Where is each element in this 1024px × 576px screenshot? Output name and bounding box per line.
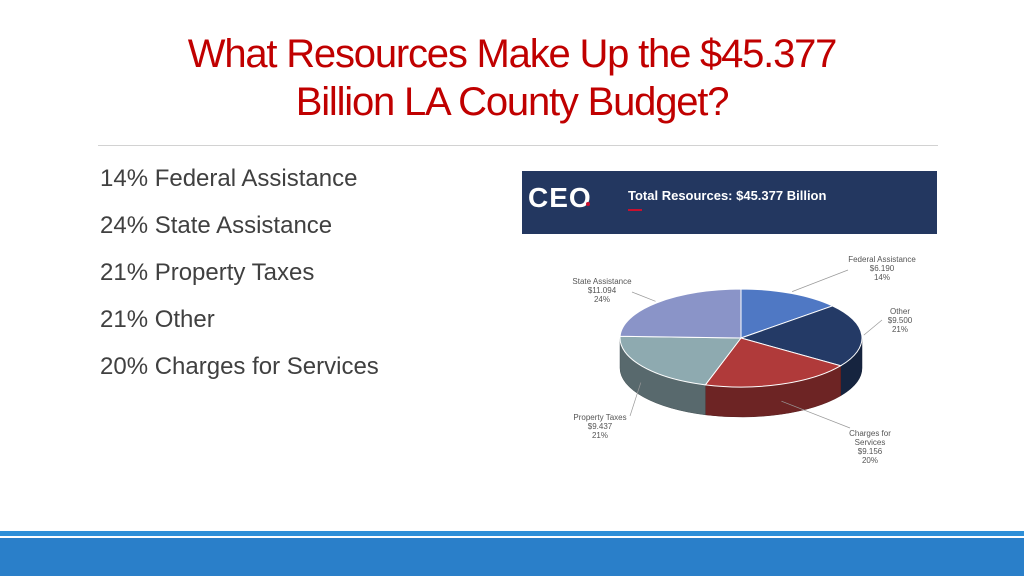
budget-pie-chart: Federal Assistance $6.190 14% Other $9.500 21… [572, 255, 916, 465]
pie-slice-charges-for-services [704, 337, 843, 388]
bullet-item: 20% Charges for Services [100, 353, 379, 380]
footer-stripe [0, 531, 1024, 536]
bullet-item: 21% Property Taxes [100, 259, 315, 286]
bullet-list: 14% Federal Assistance 24% State Assista… [100, 155, 379, 390]
leader-line [629, 382, 642, 417]
slide-title: What Resources Make Up the $45.377 Billi… [100, 30, 924, 126]
title-divider [98, 145, 938, 146]
data-label-charges-for-services: Charges for Services $9.156 20% [849, 429, 891, 465]
data-label-federal-assistance: Federal Assistance $6.190 14% [848, 255, 916, 282]
footer-bar [0, 538, 1024, 576]
slide-title-line-2: Billion LA County Budget? [295, 80, 730, 124]
bullet-item: 24% State Assistance [100, 212, 333, 239]
ceo-logo: CEO [528, 182, 592, 213]
leader-line [631, 291, 656, 302]
pie-slice-state-assistance [619, 288, 742, 339]
bullet-item: 14% Federal Assistance [100, 165, 358, 192]
slide-title-line-1: What Resources Make Up the $45.377 [187, 32, 838, 76]
bullet-item: 21% Other [100, 306, 215, 333]
ceo-logo-dot [586, 202, 590, 206]
data-label-state-assistance: State Assistance $11.094 24% [572, 277, 632, 304]
leader-line [863, 319, 883, 336]
ceo-banner: CEO Total Resources: $45.377 Billion [522, 171, 937, 234]
banner-underline [628, 209, 642, 211]
pie-slice-property-taxes [619, 335, 742, 386]
data-label-property-taxes: Property Taxes $9.437 21% [573, 413, 626, 440]
leader-line [781, 400, 851, 429]
leader-line [791, 269, 849, 292]
data-label-other: Other $9.500 21% [888, 307, 913, 334]
banner-title: Total Resources: $45.377 Billion [628, 188, 827, 203]
pie-slice-federal-assistance [740, 288, 834, 339]
pie-slice-other [739, 305, 863, 367]
